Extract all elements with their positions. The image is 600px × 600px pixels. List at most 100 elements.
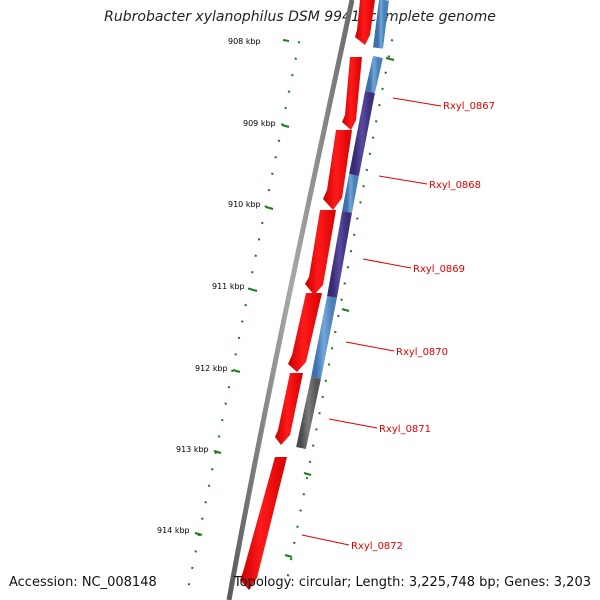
scale-dot bbox=[234, 353, 237, 356]
scale-dot bbox=[302, 492, 306, 496]
cds-arrow-0870 bbox=[288, 293, 322, 372]
scale-dot bbox=[194, 550, 197, 553]
scale-dot bbox=[346, 266, 350, 269]
scale-dot bbox=[368, 152, 372, 156]
scale-dot bbox=[311, 444, 315, 447]
cds-arrow-0869 bbox=[305, 210, 336, 295]
scale-dot bbox=[217, 435, 221, 438]
tick-label-912: 912 kbp bbox=[195, 364, 228, 373]
tick-label-908: 908 kbp bbox=[228, 37, 261, 46]
leader-0867 bbox=[392, 97, 442, 107]
tick-909 bbox=[281, 124, 290, 128]
scale-dot bbox=[287, 90, 291, 93]
scale-dot bbox=[247, 287, 251, 290]
gene-label-0869[interactable]: Rxyl_0869 bbox=[413, 264, 465, 275]
scale-dot bbox=[214, 451, 217, 455]
scale-dot bbox=[289, 557, 293, 561]
scale-dot bbox=[257, 238, 261, 241]
scale-dot bbox=[207, 484, 211, 488]
track-blue-0870 bbox=[311, 296, 337, 379]
scale-dot bbox=[297, 41, 301, 44]
gene-label-0867[interactable]: Rxyl_0867 bbox=[443, 101, 495, 112]
cds-arrow-0867 bbox=[342, 57, 362, 130]
tick-label-914: 914 kbp bbox=[157, 526, 190, 535]
leader-0869 bbox=[362, 258, 412, 269]
inner-tick-1 bbox=[385, 57, 395, 61]
scale-dot bbox=[327, 363, 331, 366]
track-blue-top bbox=[373, 0, 389, 49]
scale-dot bbox=[343, 282, 346, 285]
inner-tick-4 bbox=[284, 554, 293, 558]
scale-dot bbox=[315, 428, 318, 431]
scale-dot bbox=[384, 71, 387, 74]
scale-dot bbox=[271, 172, 274, 175]
scale-dot bbox=[321, 395, 324, 399]
scale-dot bbox=[277, 139, 281, 143]
scale-dot bbox=[334, 330, 337, 334]
cds-arrow-0871 bbox=[275, 373, 303, 445]
inner-scale-dots bbox=[286, 39, 394, 577]
scale-dot bbox=[284, 106, 287, 110]
scale-dot bbox=[291, 73, 294, 77]
scale-dot bbox=[337, 314, 340, 318]
scale-dot bbox=[387, 55, 391, 58]
scale-dot bbox=[221, 418, 224, 422]
scale-dot bbox=[378, 103, 381, 107]
cds-arrow-0872 bbox=[240, 457, 287, 590]
leader-0870 bbox=[345, 341, 395, 352]
topology-text: Topology: circular; Length: 3,225,748 bp… bbox=[233, 575, 591, 590]
scale-dot bbox=[286, 574, 290, 577]
scale-dot bbox=[305, 476, 309, 480]
scale-dot bbox=[381, 87, 384, 91]
tick-label-913: 913 kbp bbox=[176, 445, 209, 454]
scale-dot bbox=[352, 233, 356, 237]
scale-dot bbox=[349, 249, 353, 253]
leader-0871 bbox=[328, 418, 378, 429]
tick-914 bbox=[194, 532, 203, 536]
scale-dot bbox=[308, 460, 312, 464]
scale-dot bbox=[224, 402, 227, 405]
scale-dot bbox=[296, 525, 299, 528]
scale-dot bbox=[201, 517, 204, 520]
scale-dot bbox=[237, 336, 241, 340]
scale-dot bbox=[227, 385, 231, 389]
scale-dot bbox=[241, 320, 244, 323]
track-blue-0868 bbox=[342, 174, 359, 213]
scale-dot bbox=[204, 500, 207, 504]
scale-dot bbox=[244, 303, 247, 307]
scale-dot bbox=[371, 136, 375, 139]
cds-arrow-top bbox=[355, 0, 375, 45]
scale-dot bbox=[254, 254, 257, 258]
scale-dot bbox=[359, 201, 362, 204]
scale-dot bbox=[211, 468, 214, 471]
gene-label-0868[interactable]: Rxyl_0868 bbox=[429, 180, 481, 191]
track-blue-0867 bbox=[365, 55, 383, 94]
tick-label-910: 910 kbp bbox=[228, 200, 261, 209]
accession-text: Accession: NC_008148 bbox=[9, 575, 157, 590]
scale-dot bbox=[267, 188, 271, 192]
gene-label-0871[interactable]: Rxyl_0871 bbox=[379, 424, 431, 435]
scale-dot bbox=[294, 57, 297, 60]
tick-label-909: 909 kbp bbox=[243, 119, 276, 128]
scale-dot bbox=[390, 39, 394, 42]
scale-dot bbox=[362, 184, 365, 188]
scale-dot bbox=[187, 583, 191, 586]
scale-dot bbox=[191, 566, 194, 570]
track-purple-0869 bbox=[327, 211, 352, 298]
scale-dot bbox=[330, 347, 334, 350]
scale-dot bbox=[251, 270, 254, 274]
scale-dot bbox=[340, 298, 343, 301]
tick-912 bbox=[232, 369, 241, 373]
genome-backbone bbox=[226, 0, 355, 600]
scale-dot bbox=[274, 156, 277, 159]
inner-tick-2 bbox=[341, 308, 350, 312]
tick-911 bbox=[249, 288, 258, 292]
gene-label-0872[interactable]: Rxyl_0872 bbox=[351, 541, 403, 552]
tick-910 bbox=[265, 206, 274, 210]
scale-dot bbox=[374, 120, 378, 123]
gene-label-0870[interactable]: Rxyl_0870 bbox=[396, 347, 448, 358]
scale-dot bbox=[365, 168, 369, 172]
scale-dot bbox=[261, 221, 264, 225]
scale-dot bbox=[356, 217, 359, 220]
